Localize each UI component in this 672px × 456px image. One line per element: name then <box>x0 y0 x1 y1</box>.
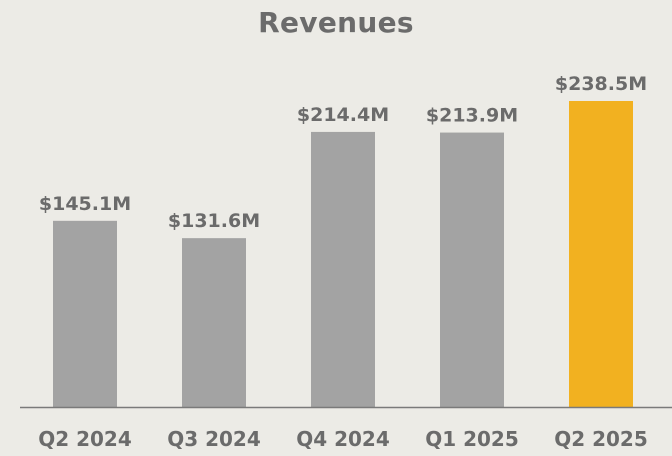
x-tick-label: Q2 2025 <box>554 427 648 451</box>
x-tick-label: Q1 2025 <box>425 427 519 451</box>
x-tick-label: Q4 2024 <box>296 427 390 451</box>
x-tick-label: Q3 2024 <box>167 427 261 451</box>
x-tick-label: Q2 2024 <box>38 427 132 451</box>
data-label: $131.6M <box>168 210 260 232</box>
bar-q1-2025 <box>440 132 504 408</box>
data-label: $145.1M <box>39 193 131 215</box>
chart-title: Revenues <box>258 6 414 39</box>
data-label: $213.9M <box>426 105 518 127</box>
data-label: $238.5M <box>555 73 647 95</box>
bar-q2-2024 <box>53 220 117 407</box>
data-label: $214.4M <box>297 104 389 126</box>
bar-q2-2025 <box>569 101 633 407</box>
bar-q4-2024 <box>311 131 375 407</box>
bar-q3-2024 <box>182 238 246 407</box>
